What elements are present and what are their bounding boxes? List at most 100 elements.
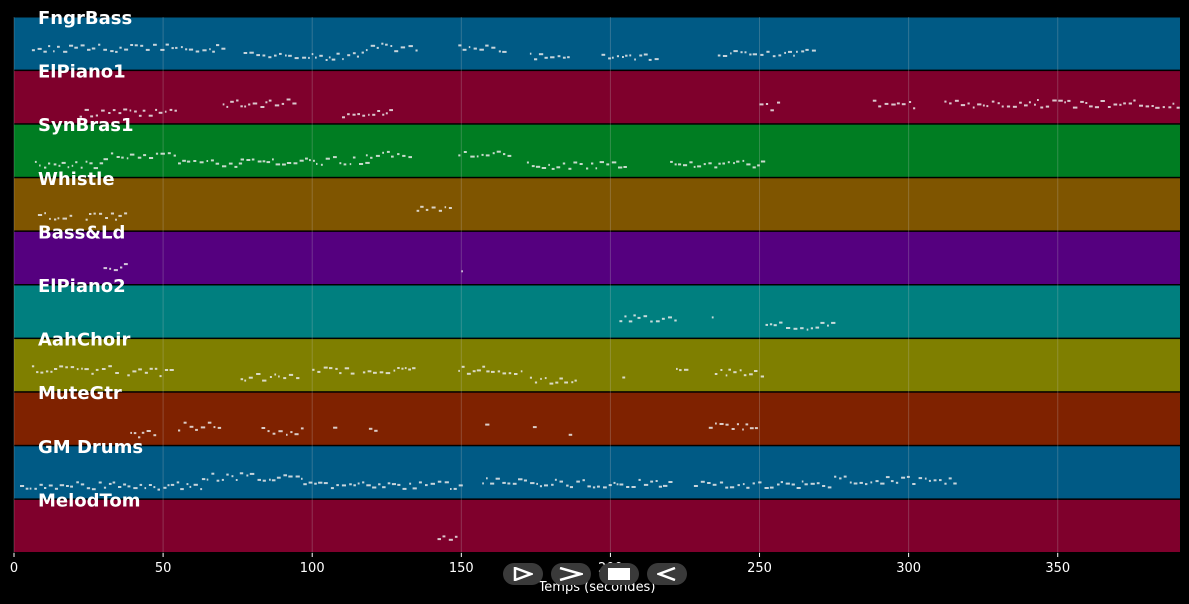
- note: [262, 379, 267, 382]
- note: [1028, 101, 1031, 104]
- note: [188, 48, 194, 51]
- note: [80, 44, 85, 47]
- note: [482, 482, 484, 485]
- note: [248, 376, 253, 379]
- note: [199, 161, 204, 164]
- note: [727, 161, 730, 164]
- note: [252, 102, 258, 105]
- track-lane: [14, 499, 1180, 552]
- note: [960, 104, 966, 107]
- note: [370, 44, 376, 47]
- note: [462, 48, 467, 51]
- note: [193, 483, 198, 486]
- note: [444, 481, 449, 484]
- note: [567, 56, 570, 59]
- note: [773, 324, 777, 327]
- note: [178, 429, 181, 432]
- note: [551, 167, 555, 170]
- note: [733, 162, 735, 165]
- note: [693, 485, 698, 487]
- note: [216, 479, 220, 482]
- track-label: MuteGtr: [38, 383, 122, 404]
- note: [638, 478, 641, 481]
- note: [801, 50, 805, 53]
- note: [765, 103, 769, 105]
- note: [1139, 104, 1143, 107]
- note: [559, 480, 563, 483]
- note-segment: [765, 321, 836, 331]
- note: [601, 53, 606, 56]
- note: [425, 208, 429, 211]
- note: [281, 102, 285, 105]
- note: [1113, 103, 1118, 106]
- note: [616, 483, 619, 486]
- note: [118, 214, 122, 217]
- note: [529, 376, 532, 379]
- note: [1119, 103, 1122, 106]
- note: [625, 54, 628, 57]
- note: [119, 46, 122, 49]
- note: [76, 481, 79, 484]
- note: [780, 481, 783, 484]
- note: [896, 102, 900, 105]
- note: [183, 421, 187, 424]
- note: [953, 482, 957, 485]
- note: [112, 109, 116, 112]
- note: [288, 373, 294, 376]
- note: [491, 46, 496, 49]
- note: [1145, 105, 1150, 108]
- note: [62, 217, 67, 220]
- note: [729, 486, 735, 489]
- tick-label: 50: [155, 561, 172, 576]
- note: [778, 54, 782, 57]
- note: [448, 538, 453, 541]
- fast-forward-button[interactable]: [551, 563, 591, 585]
- stop-button[interactable]: [599, 563, 639, 585]
- note: [1162, 106, 1165, 109]
- note: [514, 373, 518, 375]
- note: [810, 327, 813, 330]
- note: [323, 366, 328, 369]
- note: [382, 151, 384, 154]
- note: [901, 103, 906, 106]
- note: [288, 54, 292, 57]
- note-segment: [482, 477, 523, 485]
- note: [34, 487, 37, 490]
- note: [387, 482, 391, 485]
- note: [283, 474, 287, 477]
- note: [148, 484, 152, 486]
- note: [777, 483, 780, 486]
- note: [385, 112, 388, 115]
- note: [105, 217, 108, 219]
- note: [539, 485, 542, 488]
- note: [85, 160, 88, 163]
- play-button[interactable]: [503, 563, 543, 585]
- note: [110, 50, 114, 53]
- note: [486, 477, 488, 480]
- note: [648, 58, 652, 61]
- note: [311, 53, 314, 56]
- note: [425, 484, 428, 487]
- tick-label: 350: [1045, 561, 1070, 576]
- note: [731, 428, 735, 430]
- note: [531, 165, 535, 168]
- note: [717, 54, 721, 57]
- note: [374, 429, 378, 432]
- note: [365, 154, 368, 157]
- note: [523, 479, 527, 482]
- note: [534, 58, 538, 61]
- note: [202, 49, 207, 52]
- note: [370, 156, 373, 159]
- note: [54, 487, 58, 490]
- note: [503, 153, 506, 156]
- note-segment: [622, 376, 626, 379]
- rewind-button[interactable]: [647, 563, 687, 585]
- note: [571, 381, 574, 384]
- note: [566, 484, 569, 487]
- note: [212, 50, 215, 53]
- note: [458, 369, 460, 372]
- note: [260, 106, 265, 108]
- note: [244, 379, 247, 382]
- note: [737, 484, 740, 487]
- note: [59, 484, 65, 487]
